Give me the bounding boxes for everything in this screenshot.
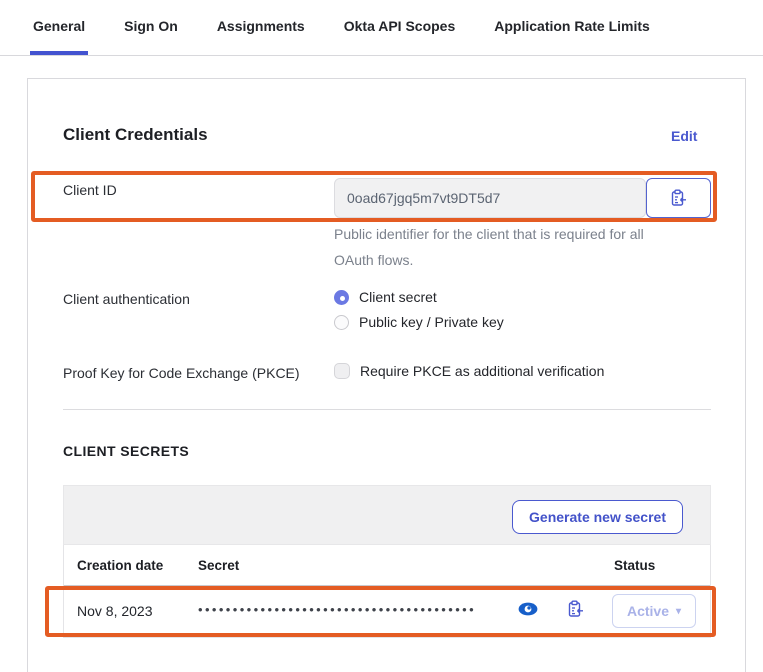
- client-id-input[interactable]: [334, 178, 646, 218]
- table-header-row: Creation date Secret Status: [64, 545, 710, 586]
- radio-selected-icon[interactable]: [334, 289, 349, 305]
- pkce-label: Proof Key for Code Exchange (PKCE): [63, 365, 300, 381]
- clipboard-copy-icon: [567, 600, 584, 618]
- client-credentials-card: Client Credentials Edit Client ID Public…: [27, 78, 746, 672]
- chevron-down-icon: ▾: [676, 605, 682, 617]
- table-row: Nov 8, 2023 ••••••••••••••••••••••••••••…: [64, 586, 710, 637]
- tab-okta-api-scopes[interactable]: Okta API Scopes: [343, 18, 456, 34]
- tab-bar: General Sign On Assignments Okta API Sco…: [0, 0, 763, 56]
- tab-assignments[interactable]: Assignments: [216, 18, 305, 34]
- status-label: Active: [626, 603, 669, 619]
- creation-date-cell: Nov 8, 2023: [77, 603, 153, 619]
- eye-icon: [518, 602, 538, 616]
- pkce-option-label: Require PKCE as additional verification: [360, 363, 605, 379]
- checkbox-unchecked-icon[interactable]: [334, 363, 350, 379]
- client-id-help-text: Public identifier for the client that is…: [334, 226, 644, 268]
- table-toolbar: Generate new secret: [63, 485, 711, 545]
- client-credentials-title: Client Credentials: [63, 125, 208, 144]
- status-dropdown-button[interactable]: Active ▾: [612, 594, 696, 628]
- tab-sign-on[interactable]: Sign On: [124, 18, 178, 34]
- radio-unselected-icon[interactable]: [334, 314, 349, 330]
- radio-option-public-private-key[interactable]: Public key / Private key: [334, 314, 504, 330]
- pkce-checkbox-row[interactable]: Require PKCE as additional verification: [334, 363, 604, 379]
- generate-new-secret-button[interactable]: Generate new secret: [512, 500, 683, 534]
- tab-general[interactable]: General: [30, 18, 89, 55]
- copy-client-id-button[interactable]: [646, 178, 711, 218]
- tab-application-rate-limits[interactable]: Application Rate Limits: [494, 18, 650, 34]
- radio-option-label: Public key / Private key: [359, 314, 504, 330]
- radio-option-client-secret[interactable]: Client secret: [334, 289, 437, 305]
- client-secrets-table: Generate new secret Creation date Secret…: [63, 485, 711, 638]
- masked-secret-cell: ••••••••••••••••••••••••••••••••••••••••: [198, 602, 477, 617]
- client-authentication-label: Client authentication: [63, 291, 190, 307]
- column-header-status: Status: [614, 558, 656, 573]
- section-divider: [63, 409, 711, 410]
- reveal-secret-button[interactable]: [518, 602, 538, 616]
- edit-link[interactable]: Edit: [671, 128, 698, 144]
- client-secrets-title: CLIENT SECRETS: [63, 443, 190, 459]
- radio-option-label: Client secret: [359, 289, 437, 305]
- column-header-secret: Secret: [198, 558, 240, 573]
- column-header-creation-date: Creation date: [77, 558, 164, 573]
- copy-secret-button[interactable]: [567, 600, 584, 618]
- clipboard-copy-icon: [670, 189, 687, 207]
- client-id-label: Client ID: [63, 182, 117, 198]
